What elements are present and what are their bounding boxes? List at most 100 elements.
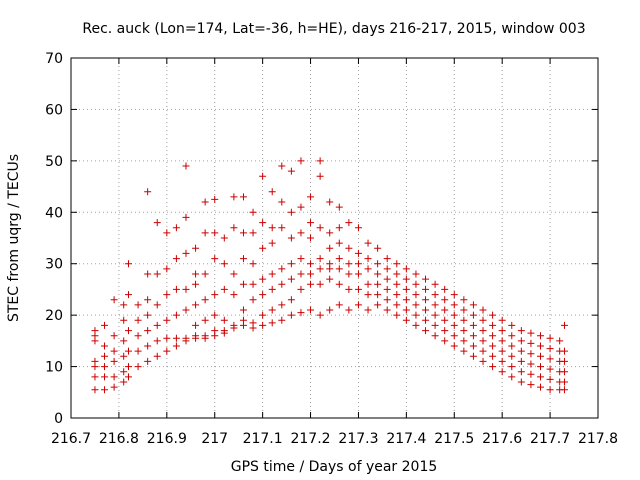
data-point [441, 296, 449, 304]
data-point [163, 265, 171, 273]
data-point [479, 357, 487, 365]
data-point [230, 291, 238, 299]
data-point [134, 347, 142, 355]
data-point [163, 291, 171, 299]
data-point [479, 327, 487, 335]
data-point [383, 306, 391, 314]
data-point [307, 193, 315, 201]
data-point [316, 224, 324, 232]
data-point [110, 347, 118, 355]
data-point [412, 321, 420, 329]
data-point [441, 316, 449, 324]
data-point [489, 352, 497, 360]
data-point [211, 311, 219, 319]
data-point [560, 386, 568, 394]
data-point [153, 337, 161, 345]
data-point [278, 301, 286, 309]
data-point [278, 265, 286, 273]
data-point [450, 332, 458, 340]
data-point [422, 306, 430, 314]
data-point [91, 386, 99, 394]
data-point [508, 373, 516, 381]
data-point [153, 321, 161, 329]
data-point [335, 203, 343, 211]
data-point [124, 327, 132, 335]
data-point [364, 306, 372, 314]
data-point [101, 373, 109, 381]
data-point [249, 319, 257, 327]
data-point [402, 285, 410, 293]
data-point [422, 316, 430, 324]
y-tick-label: 70 [45, 51, 63, 67]
data-point [268, 319, 276, 327]
y-tick-label: 40 [45, 205, 63, 221]
data-point [431, 301, 439, 309]
data-point [527, 350, 535, 358]
data-point [431, 332, 439, 340]
data-point [450, 342, 458, 350]
data-point [249, 260, 257, 268]
data-point [450, 301, 458, 309]
y-tick-label: 0 [54, 411, 63, 427]
data-point [201, 296, 209, 304]
x-tick-label: 217.3 [338, 431, 378, 447]
data-point [537, 373, 545, 381]
data-point [172, 334, 180, 342]
data-point [393, 301, 401, 309]
data-point [431, 321, 439, 329]
x-tick-label: 217.6 [482, 431, 522, 447]
y-tick-label: 20 [45, 308, 63, 324]
data-point [498, 316, 506, 324]
data-point [422, 327, 430, 335]
data-point [460, 337, 468, 345]
data-point [498, 357, 506, 365]
data-point [479, 347, 487, 355]
data-point [153, 270, 161, 278]
data-point [134, 363, 142, 371]
data-point [345, 306, 353, 314]
data-point [182, 249, 190, 257]
data-point [172, 311, 180, 319]
data-point [124, 347, 132, 355]
data-point [469, 352, 477, 360]
data-point [560, 357, 568, 365]
data-point [182, 285, 190, 293]
data-point [211, 255, 219, 263]
data-point [460, 316, 468, 324]
y-axis-ticks: 0 10 20 30 40 50 60 70 [45, 51, 598, 427]
data-point [239, 193, 247, 201]
data-point [412, 301, 420, 309]
x-tick-label: 216.9 [147, 431, 187, 447]
data-point [307, 219, 315, 227]
data-point [469, 332, 477, 340]
data-point [546, 345, 554, 353]
data-point [268, 306, 276, 314]
data-point [144, 311, 152, 319]
data-point [110, 332, 118, 340]
data-point [450, 321, 458, 329]
data-point [489, 342, 497, 350]
data-point [268, 239, 276, 247]
data-point [249, 296, 257, 304]
data-point [537, 352, 545, 360]
x-tick-label: 217.2 [290, 431, 330, 447]
data-point [508, 332, 516, 340]
data-point [230, 270, 238, 278]
data-point [441, 337, 449, 345]
data-point [383, 255, 391, 263]
data-point [489, 332, 497, 340]
x-tick-label: 217.4 [386, 431, 426, 447]
data-point [412, 291, 420, 299]
data-point [345, 244, 353, 252]
plot-frame [70, 57, 599, 419]
data-point [230, 321, 238, 329]
data-point [517, 378, 525, 386]
data-point [498, 368, 506, 376]
data-point [201, 198, 209, 206]
data-point [450, 311, 458, 319]
data-point [335, 255, 343, 263]
data-point [527, 381, 535, 389]
data-point [316, 157, 324, 165]
data-point [441, 306, 449, 314]
